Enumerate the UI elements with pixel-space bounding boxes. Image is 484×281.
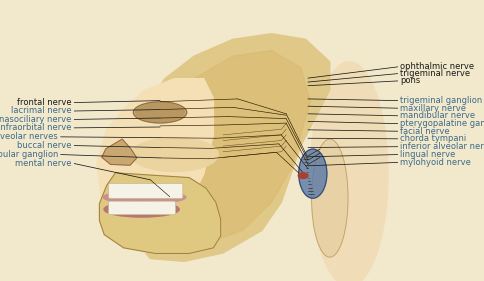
Text: ophthalmic nerve: ophthalmic nerve — [399, 62, 473, 71]
Text: nasociliary nerve: nasociliary nerve — [0, 115, 72, 124]
Polygon shape — [145, 51, 310, 244]
Text: pons: pons — [399, 76, 420, 85]
Text: submandibular ganglion: submandibular ganglion — [0, 150, 58, 159]
Circle shape — [298, 173, 307, 178]
Ellipse shape — [311, 139, 348, 257]
Polygon shape — [99, 173, 220, 253]
Ellipse shape — [131, 138, 218, 171]
Ellipse shape — [104, 202, 179, 217]
Ellipse shape — [136, 103, 184, 121]
Text: frontal nerve: frontal nerve — [17, 98, 72, 107]
Text: lacrimal nerve: lacrimal nerve — [11, 106, 72, 115]
Text: mental nerve: mental nerve — [15, 159, 72, 168]
Text: chorda tympani: chorda tympani — [399, 134, 466, 143]
Text: maxillary nerve: maxillary nerve — [399, 104, 465, 113]
Text: facial nerve: facial nerve — [399, 127, 449, 136]
FancyBboxPatch shape — [108, 183, 182, 198]
Text: pterygopalatine ganglion: pterygopalatine ganglion — [399, 119, 484, 128]
Text: infraorbital nerve: infraorbital nerve — [0, 123, 72, 132]
Text: lingual nerve: lingual nerve — [399, 150, 454, 159]
Text: buccal nerve: buccal nerve — [17, 141, 72, 150]
Text: superior alveolar nerves: superior alveolar nerves — [0, 132, 58, 141]
Polygon shape — [102, 139, 136, 165]
Ellipse shape — [133, 102, 186, 123]
Text: mylohyoid nerve: mylohyoid nerve — [399, 158, 470, 167]
Text: mandibular nerve: mandibular nerve — [399, 111, 474, 120]
Text: trigeminal nerve: trigeminal nerve — [399, 69, 469, 78]
FancyBboxPatch shape — [108, 201, 175, 215]
Polygon shape — [97, 79, 213, 253]
Ellipse shape — [298, 149, 326, 198]
Ellipse shape — [103, 191, 185, 203]
Text: trigeminal ganglion: trigeminal ganglion — [399, 96, 482, 105]
Polygon shape — [116, 34, 329, 261]
Ellipse shape — [310, 62, 387, 281]
Text: inferior alveolar nerve: inferior alveolar nerve — [399, 142, 484, 151]
